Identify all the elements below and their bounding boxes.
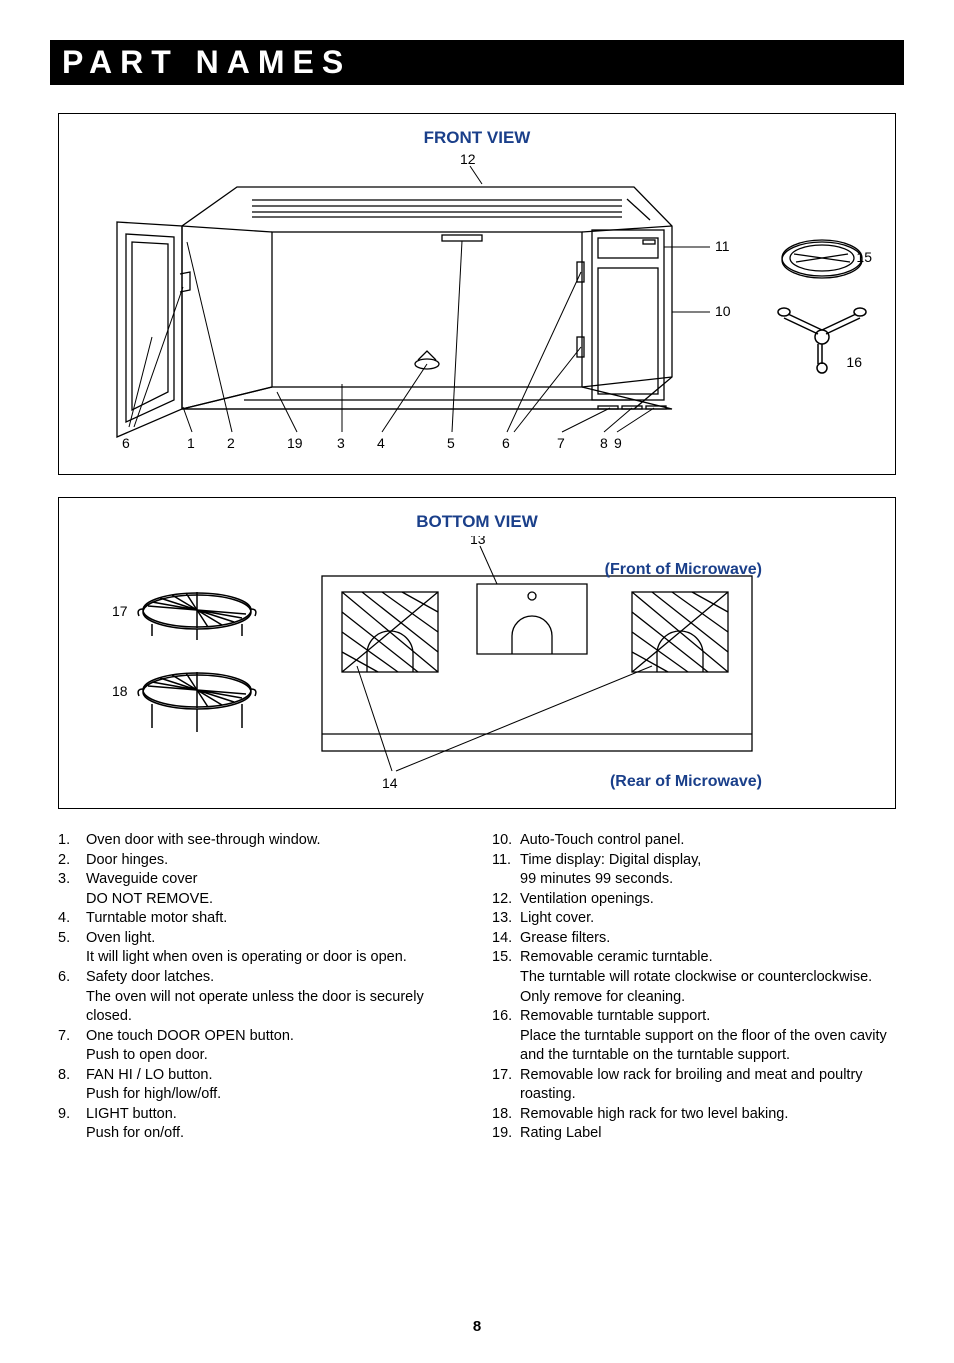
- part-text: Turntable motor shaft.: [86, 909, 462, 929]
- svg-text:8: 8: [600, 435, 608, 451]
- part-num: 5.: [58, 929, 86, 968]
- part-num: 8.: [58, 1066, 86, 1105]
- section-title-bar: PART NAMES: [50, 40, 904, 85]
- part-num: 17.: [492, 1066, 520, 1105]
- part-text: Removable ceramic turntable.The turntabl…: [520, 948, 896, 1007]
- part-num: 6.: [58, 968, 86, 1027]
- front-view-diagram: 6 1 2 19 3 4 5 6 7 8 9 10 11 12 15: [82, 152, 872, 462]
- part-num: 1.: [58, 831, 86, 851]
- part-text: Door hinges.: [86, 851, 462, 871]
- svg-text:15: 15: [856, 249, 872, 265]
- svg-text:(Rear of Microwave): (Rear of Microwave): [610, 773, 762, 790]
- front-view-title: FRONT VIEW: [79, 128, 875, 148]
- part-text: Waveguide coverDO NOT REMOVE.: [86, 870, 462, 909]
- part-text: Removable turntable support.Place the tu…: [520, 1007, 896, 1066]
- svg-text:16: 16: [846, 354, 862, 370]
- part-text: Removable high rack for two level baking…: [520, 1105, 896, 1125]
- svg-text:12: 12: [460, 152, 476, 167]
- svg-text:19: 19: [287, 435, 303, 451]
- part-num: 4.: [58, 909, 86, 929]
- svg-text:7: 7: [557, 435, 565, 451]
- svg-text:3: 3: [337, 435, 345, 451]
- part-text: Safety door latches.The oven will not op…: [86, 968, 462, 1027]
- svg-text:(Front of Microwave): (Front of Microwave): [605, 561, 762, 578]
- part-num: 13.: [492, 909, 520, 929]
- part-num: 18.: [492, 1105, 520, 1125]
- parts-col-right: 10.Auto-Touch control panel. 11.Time dis…: [492, 831, 896, 1144]
- parts-col-left: 1.Oven door with see-through window. 2.D…: [58, 831, 462, 1144]
- part-text: Removable low rack for broiling and meat…: [520, 1066, 896, 1105]
- part-num: 2.: [58, 851, 86, 871]
- bottom-view-diagram: 13 14 17 18 (Front of Microwave) (Rear o…: [82, 536, 872, 796]
- part-text: Ventilation openings.: [520, 890, 896, 910]
- part-num: 10.: [492, 831, 520, 851]
- svg-text:18: 18: [112, 683, 128, 699]
- part-num: 14.: [492, 929, 520, 949]
- svg-text:10: 10: [715, 303, 731, 319]
- part-text: Oven door with see-through window.: [86, 831, 462, 851]
- svg-text:6: 6: [122, 435, 130, 451]
- part-num: 16.: [492, 1007, 520, 1066]
- part-num: 3.: [58, 870, 86, 909]
- svg-text:17: 17: [112, 603, 128, 619]
- svg-text:2: 2: [227, 435, 235, 451]
- part-num: 19.: [492, 1124, 520, 1144]
- part-num: 7.: [58, 1027, 86, 1066]
- page-number: 8: [0, 1318, 954, 1335]
- section-title: PART NAMES: [62, 44, 892, 81]
- part-text: LIGHT button.Push for on/off.: [86, 1105, 462, 1144]
- part-text: Rating Label: [520, 1124, 896, 1144]
- front-view-figure: FRONT VIEW: [58, 113, 896, 475]
- svg-text:5: 5: [447, 435, 455, 451]
- bottom-view-figure: BOTTOM VIEW: [58, 497, 896, 809]
- svg-text:4: 4: [377, 435, 385, 451]
- bottom-view-title: BOTTOM VIEW: [79, 512, 875, 532]
- part-num: 11.: [492, 851, 520, 890]
- part-text: FAN HI / LO button.Push for high/low/off…: [86, 1066, 462, 1105]
- part-text: Time display: Digital display,99 minutes…: [520, 851, 896, 890]
- svg-text:13: 13: [470, 536, 486, 547]
- svg-text:9: 9: [614, 435, 622, 451]
- part-text: Grease filters.: [520, 929, 896, 949]
- part-num: 9.: [58, 1105, 86, 1144]
- svg-text:11: 11: [715, 238, 730, 254]
- part-num: 12.: [492, 890, 520, 910]
- part-text: Light cover.: [520, 909, 896, 929]
- svg-text:1: 1: [187, 435, 195, 451]
- part-text: Oven light.It will light when oven is op…: [86, 929, 462, 968]
- parts-list: 1.Oven door with see-through window. 2.D…: [58, 831, 896, 1144]
- part-num: 15.: [492, 948, 520, 1007]
- svg-text:14: 14: [382, 775, 398, 791]
- part-text: Auto-Touch control panel.: [520, 831, 896, 851]
- svg-text:6: 6: [502, 435, 510, 451]
- part-text: One touch DOOR OPEN button.Push to open …: [86, 1027, 462, 1066]
